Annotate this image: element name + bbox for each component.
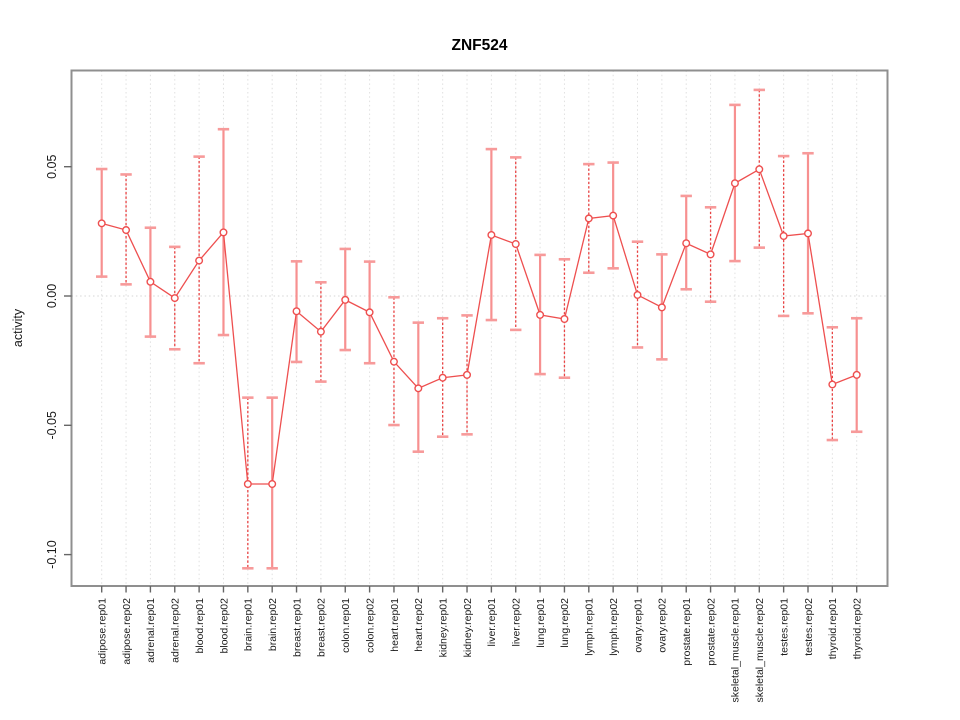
data-point-marker: [438, 373, 447, 382]
x-tick-label: prostate.rep02: [705, 598, 717, 666]
x-tick-label: ovary.rep01: [632, 598, 644, 653]
x-tick-label: liver.rep02: [511, 598, 523, 647]
data-point-marker: [170, 294, 179, 303]
y-tick-label: 0.05: [45, 154, 59, 178]
x-tick-label: breast.rep02: [316, 598, 328, 657]
x-tick-label: testes.rep01: [778, 598, 790, 656]
x-tick-label: colon.rep02: [364, 598, 376, 653]
data-point-marker: [584, 214, 593, 223]
data-point-marker: [414, 384, 423, 393]
plot-layer: 0.05 0.00 -0.05 -0.10 adipose.rep01 adipose.r…: [45, 69, 889, 703]
data-point-marker: [706, 250, 715, 259]
series-line: [101, 168, 857, 485]
data-point-marker: [779, 232, 788, 241]
x-tick-label: kidney.rep02: [462, 598, 474, 658]
data-point-marker: [268, 480, 277, 489]
x-tick-label: heart.rep02: [413, 598, 425, 652]
x-tick-label: thyroid.rep02: [852, 598, 864, 659]
x-tick-label: blood.rep02: [218, 598, 230, 654]
data-point-marker: [803, 229, 812, 238]
x-tick-label: breast.rep01: [291, 598, 303, 657]
data-point-marker: [292, 307, 301, 316]
data-point-marker: [97, 219, 106, 228]
x-tick-label: thyroid.rep01: [827, 598, 839, 659]
x-tick-label: brain.rep01: [243, 598, 255, 651]
y-tick-label: -0.05: [45, 411, 59, 440]
x-tick-label: skeletal_muscle.rep02: [754, 598, 766, 703]
y-tick-label: 0.00: [45, 284, 59, 308]
data-point-marker: [560, 315, 569, 324]
x-tick-label: prostate.rep01: [681, 598, 693, 666]
x-tick-label: adrenal.rep01: [145, 598, 157, 663]
x-tick-label: liver.rep01: [486, 598, 498, 647]
data-point-marker: [755, 165, 764, 174]
data-point-marker: [243, 480, 252, 489]
data-point-marker: [609, 211, 618, 220]
data-point-marker: [852, 370, 861, 379]
x-tick-label: ovary.rep02: [657, 598, 669, 653]
data-point-marker: [341, 295, 350, 304]
x-tick-label: adipose.rep02: [121, 598, 133, 665]
x-tick-label: kidney.rep01: [437, 598, 449, 658]
data-point-marker: [146, 277, 155, 286]
y-tick-label: -0.10: [45, 540, 59, 569]
plot-border: [70, 69, 889, 587]
data-point-marker: [487, 230, 496, 239]
data-point-marker: [463, 370, 472, 379]
data-point-marker: [365, 308, 374, 317]
data-point-marker: [122, 226, 131, 235]
x-tick-label: heart.rep01: [389, 598, 401, 652]
data-point-marker: [389, 357, 398, 366]
data-point-marker: [657, 303, 666, 312]
x-tick-label: adrenal.rep02: [170, 598, 182, 663]
x-tick-label: colon.rep01: [340, 598, 352, 653]
data-point-marker: [219, 228, 228, 237]
y-axis-title: activity: [11, 308, 25, 347]
x-tick-label: lymph.rep01: [584, 598, 596, 656]
data-point-marker: [316, 327, 325, 336]
x-tick-label: lung.rep02: [559, 598, 571, 648]
x-tick-label: testes.rep02: [803, 598, 815, 656]
data-point-marker: [536, 310, 545, 319]
data-point-marker: [828, 380, 837, 389]
x-tick-label: blood.rep01: [194, 598, 206, 654]
data-point-marker: [195, 256, 204, 265]
data-point-marker: [682, 239, 691, 248]
data-point-marker: [511, 240, 520, 249]
data-point-marker: [730, 179, 739, 188]
chart-title: ZNF524: [452, 37, 508, 54]
x-tick-label: lung.rep01: [535, 598, 547, 648]
x-tick-label: brain.rep02: [267, 598, 279, 651]
x-tick-label: adipose.rep01: [97, 598, 109, 665]
x-tick-label: skeletal_muscle.rep01: [730, 598, 742, 703]
data-point-marker: [633, 290, 642, 299]
x-tick-label: lymph.rep02: [608, 598, 620, 656]
